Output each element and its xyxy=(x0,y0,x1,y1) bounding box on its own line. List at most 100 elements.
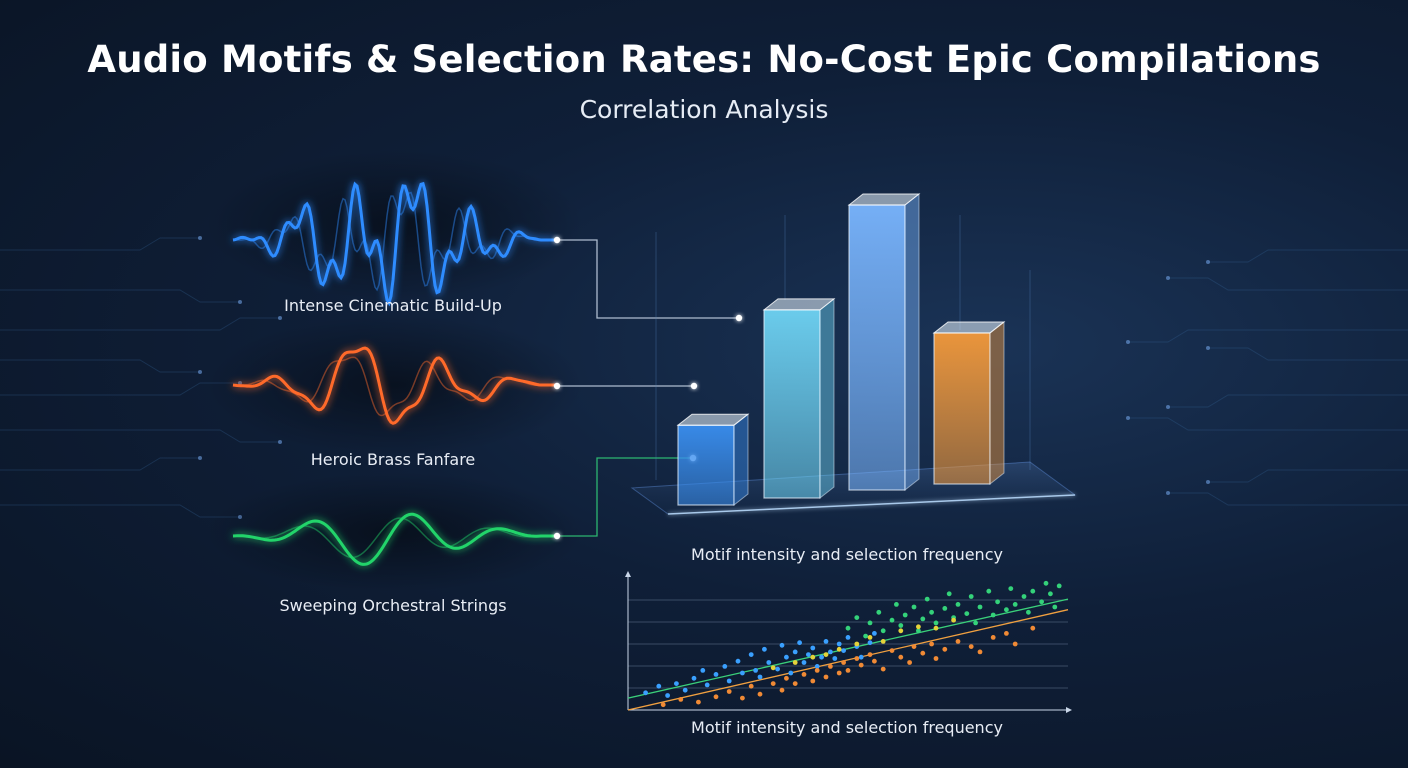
page-title: Audio Motifs & Selection Rates: No-Cost … xyxy=(87,38,1321,81)
scatter-point xyxy=(933,625,939,631)
scatter-point xyxy=(863,633,868,639)
scatter-point xyxy=(911,604,917,610)
bar-top xyxy=(762,298,836,311)
scatter-point xyxy=(858,654,864,660)
waveform-echo xyxy=(233,517,555,559)
scatter-point xyxy=(823,652,829,657)
bar-side xyxy=(904,192,920,492)
circuit-node xyxy=(1166,276,1170,280)
scatter-point xyxy=(1048,591,1053,597)
scatter-point xyxy=(880,628,886,634)
scatter-point xyxy=(902,612,908,618)
bar-chart-caption: Motif intensity and selection frequency xyxy=(691,545,1003,564)
scatter-point xyxy=(964,611,970,616)
scatter-point xyxy=(779,687,785,693)
scatter-point xyxy=(1026,609,1031,615)
waveform-line xyxy=(232,346,555,425)
scatter-point xyxy=(700,668,706,673)
scatter-point xyxy=(792,681,798,686)
circuit-node xyxy=(1126,416,1130,420)
scatter-point xyxy=(894,602,899,607)
scatter-point xyxy=(792,660,798,665)
scatter-point xyxy=(753,668,758,673)
scatter-point xyxy=(823,639,829,644)
scatter-point xyxy=(880,639,886,644)
connector-node xyxy=(553,382,561,390)
scatter-point xyxy=(898,628,904,634)
connector-node xyxy=(553,532,561,540)
scatter-point xyxy=(770,665,776,671)
scatter-point xyxy=(704,682,710,688)
scatter-point xyxy=(911,644,917,649)
circuit-line xyxy=(1168,394,1408,408)
scatter-point xyxy=(643,690,648,696)
bar xyxy=(932,320,1006,486)
scatter-point xyxy=(924,596,930,602)
scatter-point xyxy=(836,670,842,676)
scatter-point xyxy=(660,702,666,708)
waveform-echo xyxy=(232,356,555,417)
scatter-point xyxy=(797,640,802,646)
scatter-point xyxy=(1012,602,1018,607)
circuit-line xyxy=(0,382,240,396)
scatter-point xyxy=(867,652,873,657)
connector-node xyxy=(735,314,743,322)
scatter-point xyxy=(876,609,882,615)
bar-front xyxy=(677,424,735,506)
scatter-point xyxy=(968,594,974,599)
scatter-point xyxy=(845,635,851,640)
waveform-line xyxy=(232,512,555,566)
circuit-line xyxy=(0,504,240,518)
bar-side xyxy=(819,297,835,500)
circuit-node xyxy=(1206,260,1210,264)
scatter-point xyxy=(854,641,860,647)
scatter-point xyxy=(920,616,926,622)
scatter-point xyxy=(1043,580,1049,586)
circuit-node xyxy=(198,236,202,240)
motif-connectors xyxy=(553,215,1031,540)
circuit-line xyxy=(1168,492,1408,506)
scatter-point xyxy=(977,649,983,655)
scatter-point xyxy=(898,654,904,660)
scatter-point xyxy=(656,683,662,689)
bar-front xyxy=(933,332,991,485)
scatter-point xyxy=(792,649,798,655)
scatter-point xyxy=(748,683,754,689)
scatter-point xyxy=(867,620,873,626)
scatter-point xyxy=(1030,588,1036,594)
circuit-node xyxy=(278,316,282,320)
bar xyxy=(847,192,921,492)
scatter-point xyxy=(907,660,912,665)
scatter-point xyxy=(854,615,860,620)
scatter-point xyxy=(986,588,992,594)
circuit-node xyxy=(198,456,202,460)
scatter-point xyxy=(722,664,728,669)
connector-line xyxy=(555,457,693,537)
scatter-point xyxy=(955,639,961,644)
scatter-point xyxy=(854,656,860,661)
scatter-point xyxy=(828,664,833,669)
scatter-point xyxy=(880,666,886,672)
scatter-point xyxy=(682,687,688,693)
circuit-node xyxy=(1126,340,1130,344)
scatter-point xyxy=(1021,594,1027,599)
scatter-point xyxy=(810,678,816,684)
scatter-point xyxy=(757,691,763,697)
scatter-point xyxy=(823,674,829,680)
scatter-point xyxy=(872,658,877,664)
scatter-point xyxy=(770,681,776,686)
scatter-point xyxy=(784,654,789,660)
circuit-line xyxy=(0,429,280,443)
bar-front xyxy=(848,204,906,491)
scatter-chart-caption: Motif intensity and selection frequency xyxy=(691,718,1003,737)
scatter-point xyxy=(942,646,948,652)
bar-front xyxy=(763,309,821,499)
bar-top xyxy=(676,413,750,426)
scatter-point xyxy=(810,654,816,660)
connector-node xyxy=(690,382,698,390)
circuit-line xyxy=(1208,469,1408,483)
waveform-backdrop xyxy=(205,315,585,455)
scatter-point xyxy=(898,623,904,628)
scatter-point xyxy=(845,668,851,673)
scatter-point xyxy=(1004,607,1009,613)
